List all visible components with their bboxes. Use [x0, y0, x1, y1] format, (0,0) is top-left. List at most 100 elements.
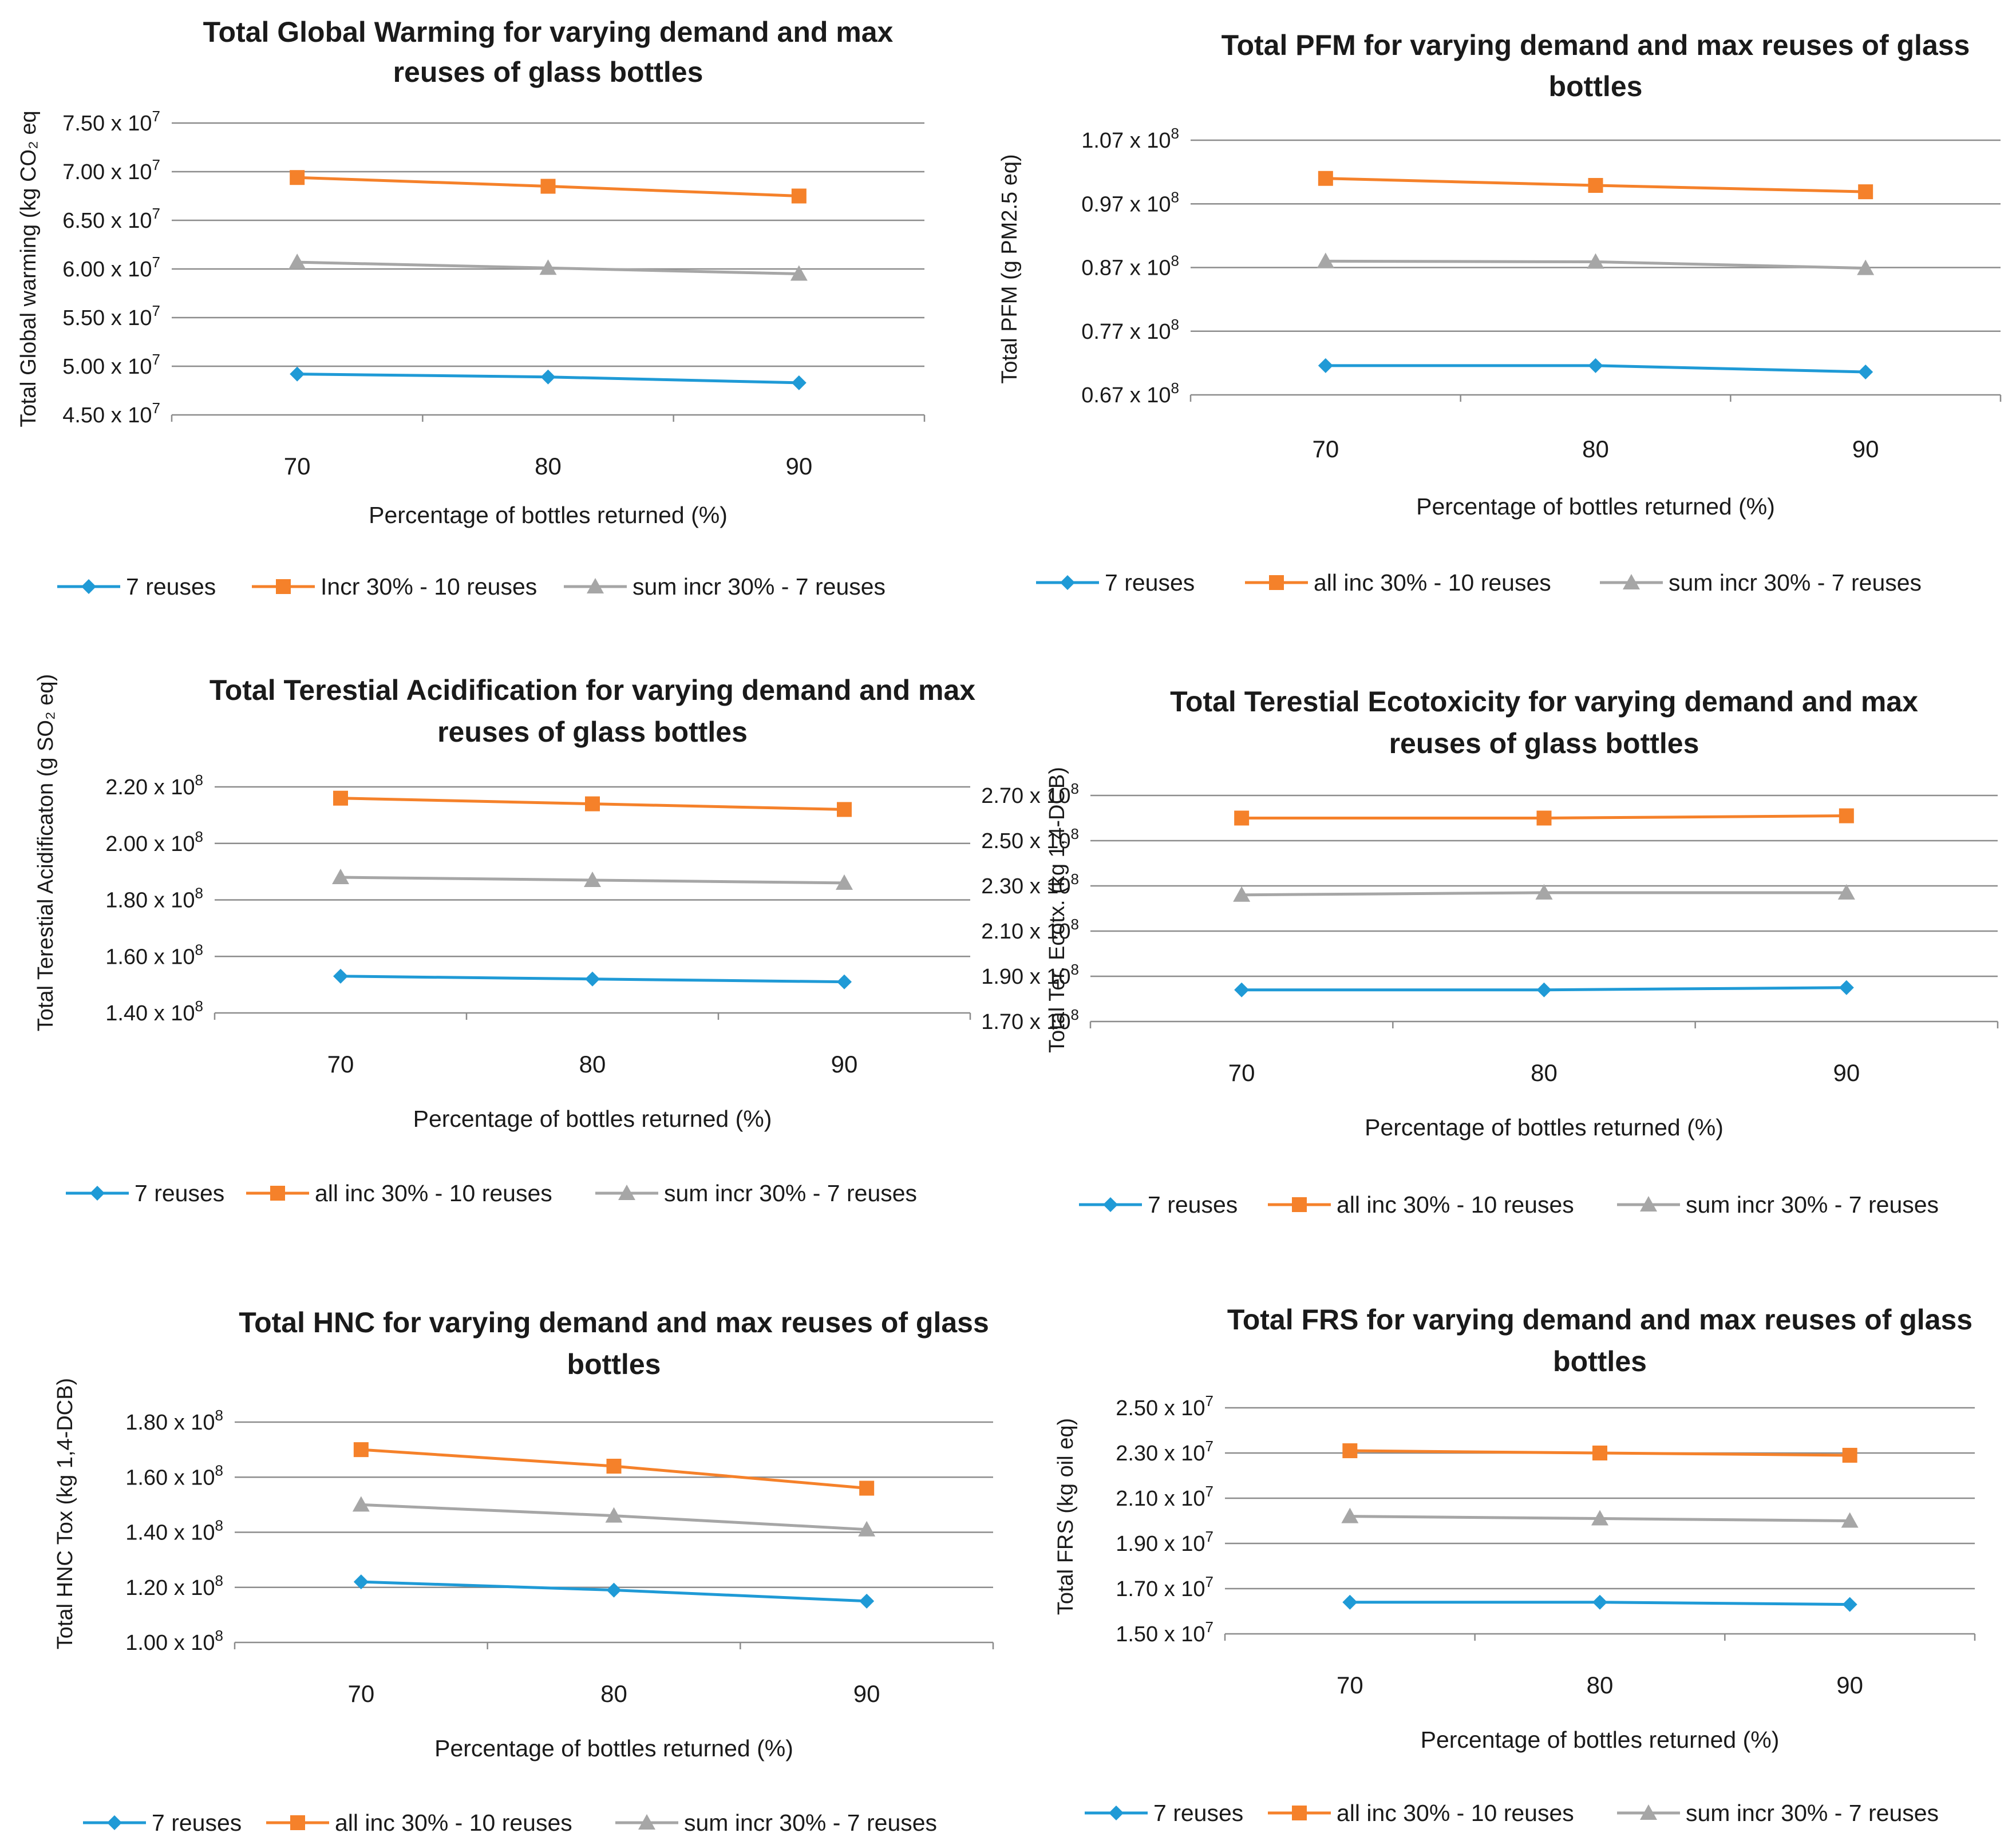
x-tick-label: 70 — [1337, 1672, 1363, 1699]
legend-label: 7 reuses — [126, 573, 216, 600]
data-point — [1536, 810, 1552, 826]
legend-marker — [1640, 1804, 1657, 1820]
y-tick-label: 4.50 x 107 — [62, 399, 160, 427]
chart-title-line: reuses of glass bottles — [437, 716, 748, 748]
y-axis-label: Total HNC Tox (kg 1,4-DCB) — [53, 1378, 77, 1649]
data-point — [1233, 886, 1251, 902]
y-tick-label: 1.90 x 108 — [981, 961, 1079, 989]
data-point — [585, 796, 600, 811]
y-tick-label: 1.00 x 108 — [125, 1627, 223, 1655]
legend-label: all inc 30% - 10 reuses — [1337, 1800, 1574, 1826]
legend-label: 7 reuses — [1153, 1800, 1243, 1826]
legend-entry: 7 reuses — [1079, 1191, 1238, 1218]
x-tick-label: 80 — [600, 1680, 627, 1707]
legend-label: sum incr 30% - 7 reuses — [1669, 569, 1922, 596]
y-tick-label: 5.00 x 107 — [62, 351, 160, 379]
chart-title-line: bottles — [567, 1348, 661, 1380]
legend-entry: all inc 30% - 10 reuses — [1268, 1191, 1574, 1218]
data-point — [791, 375, 807, 390]
data-point — [1318, 171, 1333, 186]
data-point — [1837, 884, 1855, 900]
chart-title-line: Total Terestial Acidification for varyin… — [209, 674, 975, 706]
data-point — [1587, 253, 1604, 269]
series-1 — [1318, 358, 1873, 379]
y-tick-label: 1.07 x 108 — [1081, 125, 1179, 153]
chart-4: Total Terestial Ecotoxicity for varying … — [981, 686, 1999, 1218]
y-tick-label: 1.40 x 108 — [125, 1517, 223, 1545]
data-point — [605, 1507, 623, 1523]
data-point — [1842, 1597, 1857, 1612]
legend-marker — [270, 1186, 285, 1201]
y-tick-label: 2.50 x 107 — [1116, 1392, 1213, 1420]
data-point — [352, 1496, 370, 1512]
y-tick-label: 1.50 x 107 — [1116, 1618, 1213, 1646]
y-tick-label: 2.30 x 108 — [981, 870, 1079, 898]
data-point — [1839, 808, 1854, 824]
y-tick-label: 1.60 x 108 — [125, 1462, 223, 1490]
series-2 — [1318, 171, 1873, 200]
x-tick-label: 80 — [535, 453, 562, 480]
legend-entry: sum incr 30% - 7 reuses — [1600, 569, 1922, 596]
chart-title-line: bottles — [1549, 70, 1643, 102]
legend-entry: all inc 30% - 10 reuses — [1268, 1800, 1574, 1826]
legend-label: sum incr 30% - 7 reuses — [684, 1810, 937, 1833]
legend-entry: 7 reuses — [66, 1180, 224, 1206]
series-3 — [1341, 1507, 1859, 1528]
series-1 — [290, 366, 807, 390]
y-tick-label: 0.97 x 108 — [1081, 188, 1179, 216]
y-tick-label: 2.70 x 108 — [981, 780, 1079, 808]
data-point — [1342, 1594, 1358, 1610]
legend-entry: sum incr 30% - 7 reuses — [564, 573, 886, 600]
legend-marker — [1292, 1197, 1307, 1212]
legend-marker — [1103, 1197, 1118, 1212]
data-point — [606, 1582, 622, 1598]
x-tick-label: 90 — [831, 1051, 858, 1078]
legend-marker — [107, 1815, 122, 1830]
data-point — [290, 170, 305, 185]
data-point — [540, 369, 556, 385]
y-tick-label: 0.77 x 108 — [1081, 316, 1179, 344]
legend-entry: 7 reuses — [57, 573, 216, 600]
y-tick-label: 2.10 x 107 — [1116, 1483, 1213, 1511]
data-point — [290, 366, 305, 382]
data-point — [333, 968, 348, 984]
y-tick-label: 7.50 x 107 — [62, 108, 160, 136]
x-axis-label: Percentage of bottles returned (%) — [413, 1106, 772, 1132]
y-tick-label: 1.70 x 107 — [1116, 1573, 1213, 1601]
legend-entry: sum incr 30% - 7 reuses — [1617, 1191, 1939, 1218]
legend-label: 7 reuses — [152, 1810, 242, 1833]
series-1 — [1234, 980, 1854, 997]
data-point — [1536, 982, 1552, 997]
legend-label: all inc 30% - 10 reuses — [315, 1180, 552, 1206]
data-point — [1317, 252, 1334, 268]
y-tick-label: 6.50 x 107 — [62, 205, 160, 233]
y-axis-label: Total FRS (kg oil eq) — [1054, 1418, 1078, 1615]
chart-5: Total HNC for varying demand and max reu… — [53, 1307, 994, 1833]
data-point — [333, 790, 348, 806]
data-point — [353, 1574, 369, 1590]
legend-marker — [1269, 575, 1284, 590]
x-axis-label: Percentage of bottles returned (%) — [1365, 1114, 1724, 1141]
legend-entry: all inc 30% - 10 reuses — [246, 1180, 552, 1206]
x-tick-label: 70 — [1228, 1059, 1255, 1086]
series-2 — [333, 790, 852, 817]
data-point — [1535, 884, 1553, 900]
x-tick-label: 90 — [1836, 1672, 1863, 1699]
legend-label: 7 reuses — [1148, 1191, 1238, 1218]
data-point — [791, 188, 807, 204]
legend-entry: sum incr 30% - 7 reuses — [615, 1810, 937, 1833]
y-tick-label: 7.00 x 107 — [62, 156, 160, 184]
chart-title-line: bottles — [1553, 1345, 1647, 1377]
legend-label: all inc 30% - 10 reuses — [1314, 569, 1551, 596]
data-point — [332, 869, 349, 884]
y-tick-label: 6.00 x 107 — [62, 254, 160, 282]
legend-label: all inc 30% - 10 reuses — [335, 1810, 572, 1833]
series-3 — [1317, 252, 1875, 275]
y-tick-label: 1.40 x 108 — [105, 997, 203, 1026]
legend-marker — [90, 1186, 105, 1201]
legend-marker — [276, 579, 291, 594]
chart-6: Total FRS for varying demand and max reu… — [1054, 1304, 1976, 1826]
y-axis-label: Total Global warming (kg CO₂ eq — [17, 110, 41, 427]
y-tick-label: 1.70 x 108 — [981, 1006, 1079, 1034]
data-point — [1858, 184, 1873, 200]
